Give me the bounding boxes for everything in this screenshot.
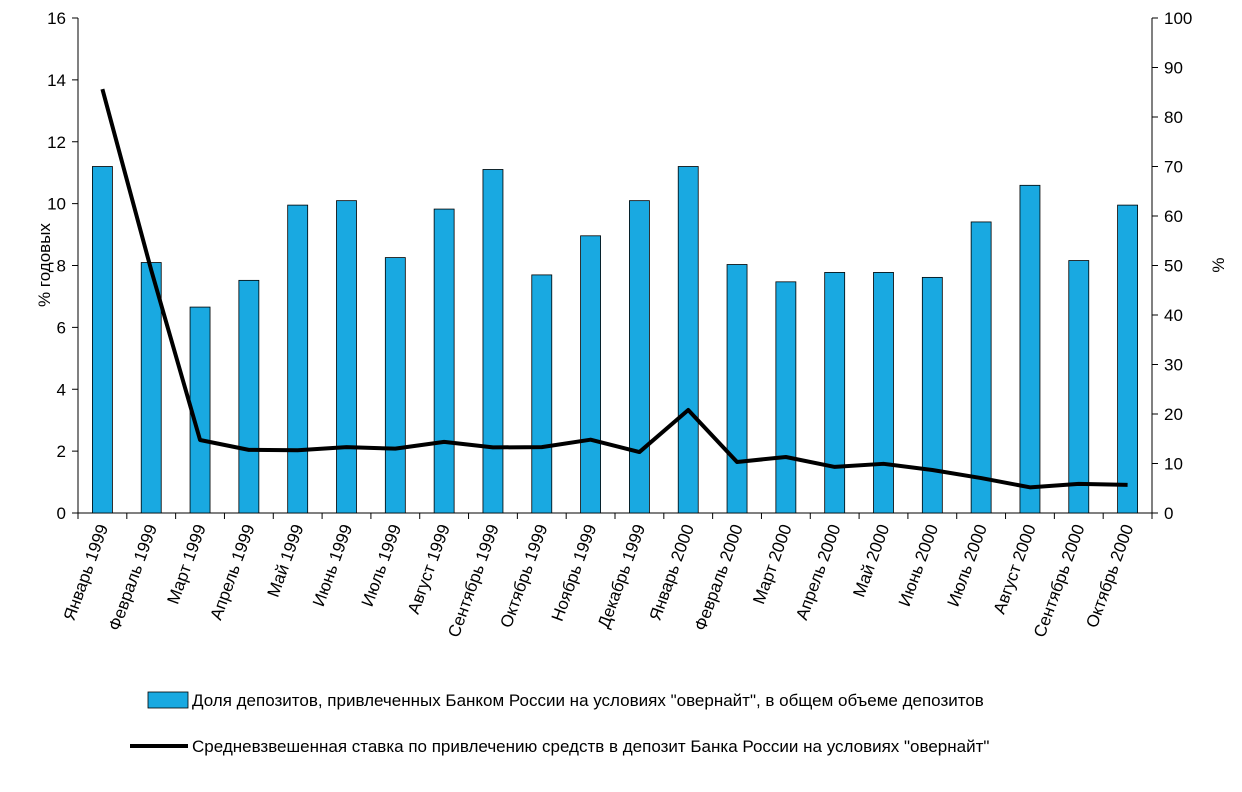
bar	[629, 200, 650, 514]
x-tick-label: Март 1999	[163, 522, 209, 607]
y2-tick-label: 30	[1164, 356, 1183, 375]
bar	[775, 281, 797, 514]
x-tick-label: Февраль 1999	[105, 522, 161, 633]
bar	[970, 221, 992, 514]
x-tick-label: Апрель 2000	[792, 522, 844, 623]
legend-label: Средневзвешенная ставка по привлечению с…	[192, 737, 989, 756]
bar	[92, 166, 113, 514]
y2-tick-label: 40	[1164, 306, 1183, 325]
bar	[336, 200, 357, 514]
y-tick-label: 12	[47, 133, 66, 152]
bar	[433, 208, 455, 514]
bar	[1117, 204, 1138, 514]
bar	[482, 169, 504, 514]
y2-axis-label: %	[1209, 257, 1228, 272]
x-tick-label: Октябрь 1999	[497, 522, 552, 630]
bar	[1068, 260, 1090, 514]
x-tick-label: Август 1999	[404, 522, 454, 617]
y-axis-label: % годовых	[35, 223, 54, 307]
x-tick-label: Сентябрь 1999	[444, 522, 502, 640]
x-tick-label: Октябрь 2000	[1082, 522, 1137, 630]
x-tick-label: Январь 2000	[646, 522, 698, 623]
y-tick-label: 16	[47, 9, 66, 28]
bar	[921, 276, 943, 514]
y2-tick-label: 90	[1164, 59, 1183, 78]
x-tick-label: Июль 2000	[944, 522, 991, 609]
x-tick-label: Май 1999	[264, 522, 308, 600]
y-tick-label: 6	[57, 318, 66, 337]
y-tick-label: 14	[47, 71, 66, 90]
x-tick-label: Июнь 1999	[309, 522, 356, 609]
x-tick-label: Февраль 2000	[691, 522, 747, 633]
y-tick-label: 10	[47, 195, 66, 214]
legend-swatch	[147, 691, 189, 709]
y2-tick-label: 100	[1164, 9, 1192, 28]
y-tick-label: 0	[57, 504, 66, 523]
x-tick-label: Июнь 2000	[895, 522, 942, 609]
bar	[531, 274, 553, 514]
bar	[873, 272, 894, 514]
bar	[384, 257, 406, 514]
legend-label: Доля депозитов, привлеченных Банком Росс…	[192, 691, 984, 710]
y-tick-label: 2	[57, 442, 66, 461]
bar	[677, 166, 699, 514]
y2-tick-label: 70	[1164, 158, 1183, 177]
x-tick-label: Апрель 1999	[206, 522, 258, 623]
y2-tick-label: 20	[1164, 405, 1183, 424]
y2-tick-label: 80	[1164, 108, 1183, 127]
y2-tick-label: 0	[1164, 504, 1173, 523]
x-tick-label: Сентябрь 2000	[1030, 522, 1088, 640]
y-tick-label: 8	[57, 257, 66, 276]
x-tick-label: Май 2000	[849, 522, 893, 600]
x-tick-label: Декабрь 1999	[594, 522, 649, 631]
y2-tick-label: 50	[1164, 257, 1183, 276]
bar	[824, 272, 846, 514]
x-tick-label: Август 2000	[990, 522, 1040, 617]
line	[100, 88, 1128, 490]
y2-tick-label: 60	[1164, 207, 1183, 226]
x-tick-label: Июль 1999	[358, 522, 405, 609]
bar	[1019, 184, 1041, 514]
bar	[580, 235, 601, 514]
bar	[726, 264, 748, 514]
bar	[287, 204, 309, 514]
bar	[238, 279, 260, 514]
y2-tick-label: 10	[1164, 455, 1183, 474]
x-tick-label: Март 2000	[749, 522, 795, 607]
x-tick-label: Ноябрь 1999	[548, 522, 601, 624]
x-tick-label: Январь 1999	[60, 522, 112, 623]
y-tick-label: 4	[57, 380, 66, 399]
